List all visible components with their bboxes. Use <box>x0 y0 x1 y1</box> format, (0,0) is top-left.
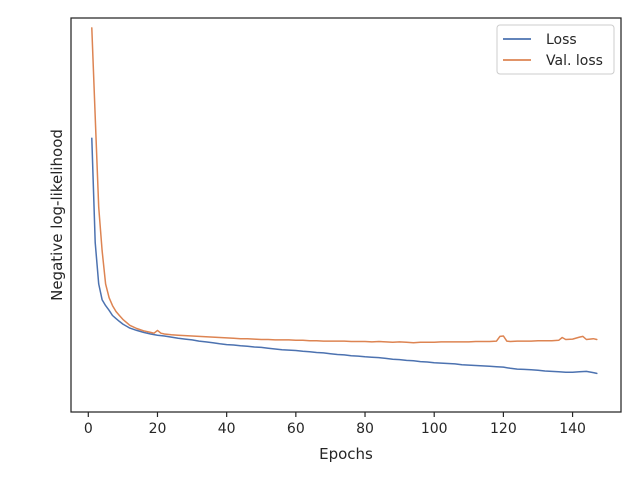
x-tick-label: 140 <box>559 421 586 437</box>
x-tick-label: 120 <box>490 421 517 437</box>
x-tick-label: 0 <box>84 421 93 437</box>
x-axis-ticks: 0 20 40 60 80 100 120 140 <box>84 412 586 437</box>
series-line-loss <box>91 137 598 375</box>
x-tick-label: 40 <box>218 421 236 437</box>
plot-frame <box>70 17 622 413</box>
legend-box <box>496 24 615 75</box>
plot-lines <box>91 27 598 375</box>
x-tick-label: 80 <box>356 421 374 437</box>
x-tick-label: 20 <box>149 421 167 437</box>
x-tick-label: 60 <box>287 421 305 437</box>
legend-label: Loss <box>546 32 577 48</box>
y-axis-title: Negative log-likelihood <box>48 129 66 301</box>
series-line-val-loss <box>91 27 598 344</box>
x-axis-title: Epochs <box>319 445 373 463</box>
legend-label: Val. loss <box>546 53 603 69</box>
x-tick-label: 100 <box>421 421 448 437</box>
legend: Loss Val. loss <box>496 24 615 75</box>
